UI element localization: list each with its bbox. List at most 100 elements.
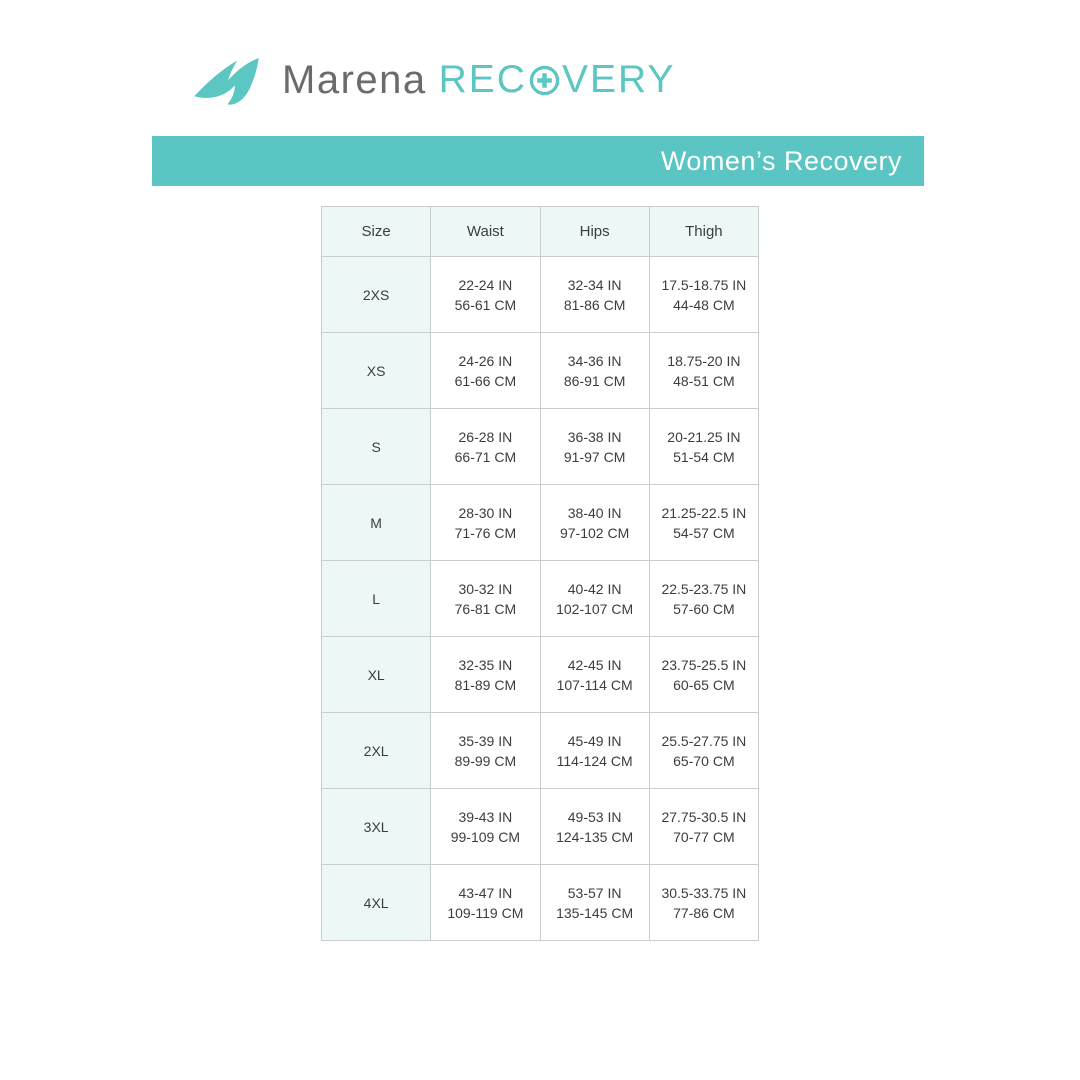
table-row: S 26-28 IN 66-71 CM 36-38 IN 91-97 CM 20… [322,409,759,485]
product-name: REC VERY [439,58,676,102]
range-cm: 71-76 CM [454,524,517,541]
range-cm: 89-99 CM [454,752,517,769]
range-cm: 51-54 CM [673,448,735,465]
size-label: 3XL [363,818,389,835]
range-inches: 49-53 IN [567,808,622,825]
table-row: L 30-32 IN 76-81 CM 40-42 IN 102-107 CM … [322,561,759,637]
range-cm: 81-89 CM [454,676,517,693]
table-header-row: Size Waist Hips Thigh [322,207,759,257]
range-inches: 35-39 IN [458,732,513,749]
marena-swoosh-icon [194,58,259,105]
size-label: M [370,514,382,531]
size-label: XL [367,666,385,683]
size-cell: 3XL [322,789,432,865]
size-cell: 2XL [322,713,432,789]
size-label: L [372,590,381,607]
size-label: 4XL [363,894,389,911]
waist-cell: 43-47 IN 109-119 CM [431,865,541,941]
range-inches: 26-28 IN [458,428,513,445]
thigh-cell: 20-21.25 IN 51-54 CM [649,409,759,485]
table-row: XS 24-26 IN 61-66 CM 34-36 IN 86-91 CM 1… [322,333,759,409]
hips-cell: 38-40 IN 97-102 CM [540,485,650,561]
range-inches: 53-57 IN [567,884,622,901]
range-inches: 24-26 IN [458,352,513,369]
product-name-suffix: VERY [561,58,676,101]
range-cm: 99-109 CM [450,828,520,845]
circle-plus-icon [529,65,560,95]
category-banner: Women’s Recovery [152,136,924,186]
banner-title: Women’s Recovery [660,145,902,176]
range-inches: 25.5-27.75 IN [661,732,747,749]
table-row: 2XS 22-24 IN 56-61 CM 32-34 IN 81-86 CM … [322,257,759,333]
range-cm: 135-145 CM [556,904,634,921]
thigh-cell: 25.5-27.75 IN 65-70 CM [649,713,759,789]
column-header-thigh: Thigh [649,207,759,257]
size-cell: L [322,561,432,637]
table-row: 3XL 39-43 IN 99-109 CM 49-53 IN 124-135 … [322,789,759,865]
column-header-hips: Hips [540,207,650,257]
range-inches: 22.5-23.75 IN [661,580,747,597]
range-inches: 30-32 IN [458,580,513,597]
range-cm: 65-70 CM [673,752,735,769]
waist-cell: 32-35 IN 81-89 CM [431,637,541,713]
thigh-cell: 18.75-20 IN 48-51 CM [649,333,759,409]
size-label: 2XS [362,286,390,303]
range-inches: 21.25-22.5 IN [661,504,747,521]
waist-cell: 22-24 IN 56-61 CM [431,257,541,333]
size-label: 2XL [363,742,389,759]
range-cm: 56-61 CM [454,296,517,313]
range-inches: 22-24 IN [458,276,513,293]
table-row: M 28-30 IN 71-76 CM 38-40 IN 97-102 CM 2… [322,485,759,561]
range-cm: 81-86 CM [563,296,626,313]
brand-name: Marena [282,57,427,102]
size-cell: 2XS [322,257,432,333]
hips-cell: 42-45 IN 107-114 CM [540,637,650,713]
waist-cell: 35-39 IN 89-99 CM [431,713,541,789]
thigh-cell: 17.5-18.75 IN 44-48 CM [649,257,759,333]
size-cell: XL [322,637,432,713]
table-row: XL 32-35 IN 81-89 CM 42-45 IN 107-114 CM… [322,637,759,713]
range-cm: 109-119 CM [447,904,524,921]
waist-cell: 39-43 IN 99-109 CM [431,789,541,865]
size-label: XS [366,362,386,379]
range-cm: 97-102 CM [559,524,630,541]
waist-cell: 24-26 IN 61-66 CM [431,333,541,409]
thigh-cell: 21.25-22.5 IN 54-57 CM [649,485,759,561]
range-cm: 77-86 CM [673,904,735,921]
range-cm: 86-91 CM [563,372,626,389]
range-inches: 40-42 IN [567,580,622,597]
range-inches: 39-43 IN [458,808,513,825]
range-cm: 61-66 CM [454,372,517,389]
size-cell: S [322,409,432,485]
range-cm: 91-97 CM [563,448,626,465]
product-name-prefix: REC [438,58,527,101]
range-cm: 124-135 CM [556,828,634,845]
thigh-cell: 22.5-23.75 IN 57-60 CM [649,561,759,637]
hips-cell: 40-42 IN 102-107 CM [540,561,650,637]
range-cm: 114-124 CM [556,752,633,769]
range-inches: 28-30 IN [458,504,513,521]
hips-cell: 36-38 IN 91-97 CM [540,409,650,485]
range-inches: 20-21.25 IN [667,428,741,445]
hips-cell: 34-36 IN 86-91 CM [540,333,650,409]
size-cell: M [322,485,432,561]
column-header-waist: Waist [431,207,541,257]
waist-cell: 30-32 IN 76-81 CM [431,561,541,637]
hips-cell: 32-34 IN 81-86 CM [540,257,650,333]
range-inches: 18.75-20 IN [667,352,741,369]
range-cm: 76-81 CM [454,600,517,617]
range-inches: 43-47 IN [458,884,513,901]
range-inches: 45-49 IN [567,732,622,749]
range-inches: 17.5-18.75 IN [661,276,747,293]
range-cm: 54-57 CM [673,524,735,541]
range-cm: 66-71 CM [454,448,517,465]
range-inches: 23.75-25.5 IN [661,656,747,673]
thigh-cell: 27.75-30.5 IN 70-77 CM [649,789,759,865]
hips-cell: 53-57 IN 135-145 CM [540,865,650,941]
size-chart-table: Size Waist Hips Thigh 2XS 22-24 IN 56-61… [321,206,759,941]
waist-cell: 26-28 IN 66-71 CM [431,409,541,485]
range-inches: 32-35 IN [458,656,513,673]
size-label: S [371,438,381,455]
table-row: 2XL 35-39 IN 89-99 CM 45-49 IN 114-124 C… [322,713,759,789]
